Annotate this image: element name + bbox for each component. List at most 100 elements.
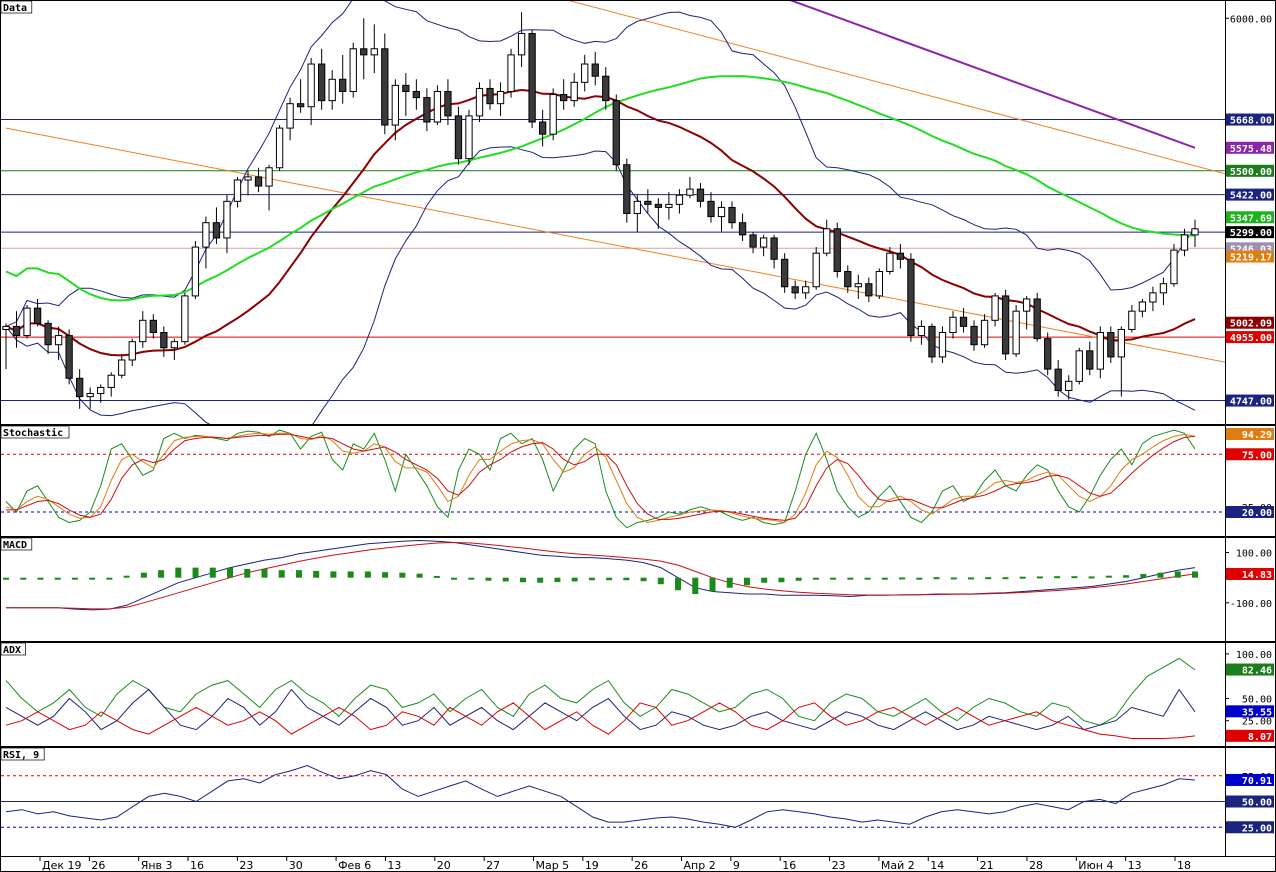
candle-body — [886, 252, 894, 272]
histogram-bar — [726, 577, 733, 588]
candle-body — [12, 325, 21, 337]
value-label-box — [1226, 331, 1274, 344]
value-label-box — [1226, 506, 1274, 518]
panel-title-box — [0, 425, 70, 439]
candle-body — [654, 203, 663, 208]
histogram-bar — [1002, 577, 1009, 580]
histogram-bar — [175, 567, 182, 578]
candle-body — [507, 54, 515, 92]
candle-body — [1001, 295, 1010, 355]
candle-body — [265, 167, 273, 187]
y-tick-label: 50.00 — [1242, 694, 1272, 705]
histogram-bar — [606, 577, 613, 581]
candle-body — [1065, 380, 1073, 391]
trend-line — [568, 1, 1225, 175]
value-label-box — [1226, 705, 1274, 718]
candle-body — [233, 179, 242, 202]
x-tick-label: 9 — [733, 859, 740, 872]
histogram-bar — [278, 570, 285, 578]
value-label-box — [1226, 567, 1274, 580]
candle-body — [349, 48, 357, 92]
value-label-box — [1226, 226, 1274, 239]
value-label: 5219.17 — [1230, 252, 1272, 263]
candle-body — [54, 335, 63, 346]
candle-body — [23, 307, 31, 337]
candle-body — [1191, 228, 1199, 236]
candle-body — [770, 237, 778, 260]
histogram-bar — [657, 577, 664, 585]
histogram-bar — [950, 577, 957, 580]
histogram-bar — [1088, 576, 1095, 579]
candle-body — [1086, 350, 1094, 370]
candle-body — [75, 377, 84, 398]
candle-body — [360, 48, 368, 56]
panel-title: Stochastic — [3, 427, 63, 439]
value-label: 35.55 — [1242, 707, 1272, 718]
candle-body — [865, 283, 873, 297]
histogram-bar — [709, 577, 716, 592]
candle-body — [549, 94, 557, 135]
histogram-bar — [485, 577, 492, 581]
x-tick-label: 19 — [585, 859, 599, 872]
value-label: 5575.48 — [1230, 144, 1272, 155]
candle-body — [780, 258, 789, 288]
histogram-bar — [227, 567, 234, 578]
candle-body — [928, 325, 936, 358]
candle-body — [812, 252, 820, 288]
value-label: 70.91 — [1242, 776, 1272, 787]
value-label: 20.00 — [1242, 508, 1272, 519]
x-tick-label: Май 2 — [881, 859, 915, 872]
candle-body — [854, 283, 862, 288]
candle-body — [802, 286, 810, 294]
histogram-bar — [37, 577, 44, 580]
histogram-bar — [795, 577, 802, 581]
value-label: 5246.03 — [1230, 244, 1272, 255]
candle-body — [423, 97, 431, 123]
value-label: 5422.00 — [1230, 191, 1272, 202]
histogram-bar — [451, 577, 458, 580]
x-tick-label: 23 — [239, 859, 253, 872]
x-tick-label: 18 — [1177, 859, 1191, 872]
histogram-bar — [382, 572, 389, 578]
candle-body — [254, 176, 263, 187]
bollinger-upper-line — [5, 1, 1196, 327]
x-tick-label: 26 — [91, 859, 105, 872]
histogram-bar — [571, 577, 578, 582]
candle-body — [1054, 368, 1062, 391]
x-tick-label: 21 — [980, 859, 994, 872]
candle-body — [675, 194, 684, 205]
series-line — [5, 702, 1196, 739]
x-tick-label: Мар 5 — [535, 859, 569, 872]
histogram-bar — [261, 568, 268, 578]
panel-title-box — [0, 642, 26, 656]
candle-body — [591, 63, 599, 77]
candle-body — [612, 100, 620, 166]
value-label-box — [1226, 394, 1274, 407]
x-tick-label: 14 — [930, 859, 944, 872]
panel-frame — [0, 425, 1276, 537]
value-label-box — [1226, 729, 1274, 742]
candle-body — [370, 48, 378, 56]
candle-body — [191, 246, 200, 297]
bollinger-lower-line — [5, 146, 1196, 424]
histogram-bar — [623, 577, 630, 581]
histogram-bar — [295, 570, 302, 578]
plot-area — [1, 1, 1225, 424]
value-label-box — [1226, 427, 1274, 440]
plot-area — [1, 764, 1225, 828]
histogram-bar — [244, 568, 251, 578]
candle-body — [118, 359, 126, 376]
candle-body — [707, 200, 715, 218]
histogram-bar — [140, 572, 147, 578]
candle-body — [328, 78, 336, 102]
histogram-bar — [916, 577, 923, 580]
candle-body — [244, 176, 252, 181]
candle-body — [938, 332, 947, 358]
candle-body — [33, 307, 42, 324]
series-line — [5, 657, 1196, 726]
x-tick-label: Дек 19 — [42, 859, 82, 872]
candle-body — [1170, 249, 1178, 285]
x-tick-label: 28 — [1029, 859, 1043, 872]
histogram-bar — [675, 577, 682, 591]
panel-frame — [0, 642, 1276, 747]
